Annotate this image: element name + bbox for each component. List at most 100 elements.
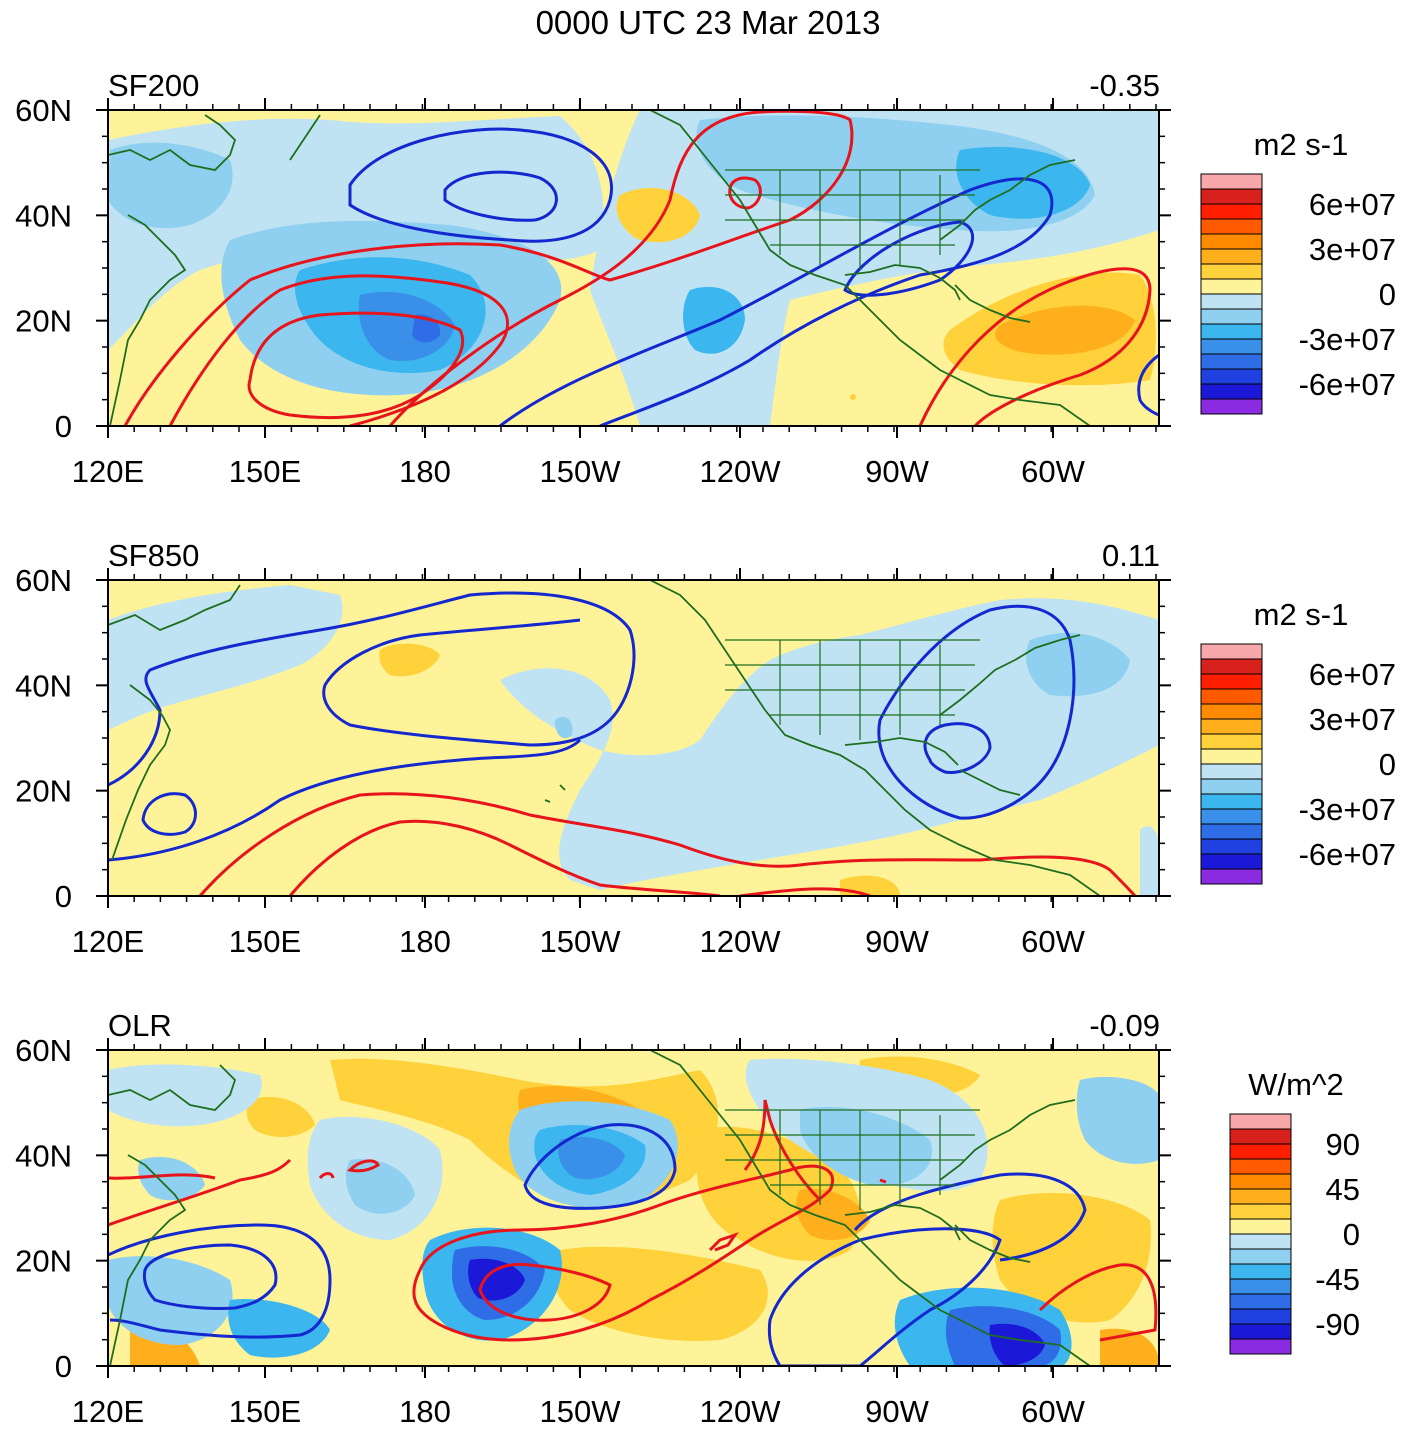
colorbar-swatch (1200, 338, 1263, 355)
colorbar-swatch (1229, 1338, 1292, 1355)
colorbar-swatch (1229, 1173, 1292, 1190)
x-tick-label: 150E (229, 454, 301, 489)
contour-line (728, 176, 762, 210)
x-tick-label: 120W (700, 1394, 782, 1429)
contour-line (879, 1178, 887, 1184)
colorbars: m2 s-1 6e+07 3e+07 0 -3e+07 -6e+07 m2 s-1 6e+07… (1200, 127, 1396, 1355)
colorbar-swatch (1200, 718, 1263, 735)
panel-olr: OLR -0.09 (107, 1008, 1160, 1367)
colorbar-units: m2 s-1 (1254, 127, 1349, 162)
coastline (109, 1154, 187, 1366)
contour-line (708, 1232, 739, 1252)
map-olr (108, 1050, 1159, 1366)
borders (725, 169, 980, 270)
colorbar-label: -6e+07 (1299, 367, 1396, 402)
y-tick-label: 40N (15, 198, 72, 233)
panel-value: 0.11 (1102, 538, 1160, 573)
colorbar-swatch (1229, 1113, 1292, 1130)
colorbar-swatch (1200, 398, 1263, 415)
field-negative-area (683, 286, 745, 354)
panel-sf850: SF850 0.11 (107, 538, 1160, 897)
field-spot (850, 394, 856, 400)
contour-line (499, 177, 1054, 426)
field-positive-area (992, 1192, 1151, 1323)
colorbar-swatch (1200, 793, 1263, 810)
x-tick-label: 150W (540, 924, 622, 959)
field-positive-area (995, 305, 1135, 355)
colorbar-swatch (1229, 1188, 1292, 1205)
coastline (939, 159, 1076, 241)
x-tick-label: 180 (399, 924, 451, 959)
colorbar-swatch (1200, 218, 1263, 235)
x-tick-label: 60W (1021, 924, 1085, 959)
field-negative-area (108, 1064, 262, 1127)
contour-line (523, 1123, 677, 1210)
coastline (844, 1204, 961, 1241)
contour-line (1137, 353, 1159, 417)
colorbar-swatch (1229, 1278, 1292, 1295)
y-tick-label: 60N (15, 563, 72, 598)
contour-line (123, 110, 854, 426)
coastline (939, 1099, 1076, 1181)
field-negative-area (468, 1258, 525, 1301)
coastlines (108, 110, 1091, 426)
y-tick-label: 0 (55, 409, 72, 444)
colorbar-label: 0 (1379, 277, 1396, 312)
y-tick-label: 40N (15, 1138, 72, 1173)
y-tick-label: 60N (15, 93, 72, 128)
x-tick-label: 120W (700, 924, 782, 959)
colorbar-swatch (1200, 748, 1263, 765)
colorbar-swatch (1229, 1158, 1292, 1175)
colorbar-swatch (1200, 383, 1263, 400)
state-borders (725, 169, 980, 270)
colorbar-swatch (1200, 868, 1263, 885)
field-positive-area (616, 187, 700, 243)
colorbar-swatch (1200, 263, 1263, 280)
field-negative-area (108, 142, 233, 229)
colorbar-swatch (1200, 733, 1263, 750)
figure-title: 0000 UTC 23 Mar 2013 (536, 4, 881, 41)
field-negative-area (555, 716, 573, 739)
colorbar-label: 3e+07 (1309, 232, 1396, 267)
contour-line (168, 274, 509, 426)
x-tick-label: 180 (399, 454, 451, 489)
borders (725, 639, 980, 740)
contour-line (923, 722, 992, 775)
field-negative-area (800, 1106, 932, 1186)
y-tick-label: 0 (55, 1349, 72, 1384)
contour-line (108, 591, 636, 787)
colorbar-label: -45 (1315, 1262, 1360, 1297)
field-negative-area (345, 1159, 415, 1214)
state-borders (725, 639, 980, 740)
coastline (844, 737, 959, 766)
contour-line (346, 1159, 380, 1173)
colorbar-swatch (1229, 1323, 1292, 1340)
colorbar-swatch (1200, 703, 1263, 720)
colorbar-swatch (1200, 308, 1263, 325)
field-negative-area (1026, 632, 1130, 697)
borders (725, 1109, 980, 1210)
colorbar-swatch (1200, 808, 1263, 825)
contour-line (318, 1172, 335, 1180)
colorbar-swatch (1229, 1218, 1292, 1235)
colorbar-label: 6e+07 (1309, 657, 1396, 692)
contour-line (767, 1227, 1002, 1366)
contour-line (478, 1262, 612, 1322)
colorbar-swatch (1200, 323, 1263, 340)
field-negative-area (108, 1256, 233, 1345)
colorbar-label: 6e+07 (1309, 187, 1396, 222)
field-negative-area (1076, 1076, 1159, 1164)
colorbar-swatch (1200, 233, 1263, 250)
coastline (954, 284, 1031, 323)
contour-line (853, 1172, 1087, 1262)
contour-line (739, 887, 871, 896)
colorbar-swatch (1200, 763, 1263, 780)
x-tick-label: 150W (540, 1394, 622, 1429)
contour-line (247, 311, 465, 420)
colorbar-swatch (1200, 778, 1263, 795)
field-negative-area (1140, 826, 1159, 896)
map-sf850 (108, 580, 1159, 896)
colorbar-units: m2 s-1 (1254, 597, 1349, 632)
negative-contours (108, 591, 1076, 862)
